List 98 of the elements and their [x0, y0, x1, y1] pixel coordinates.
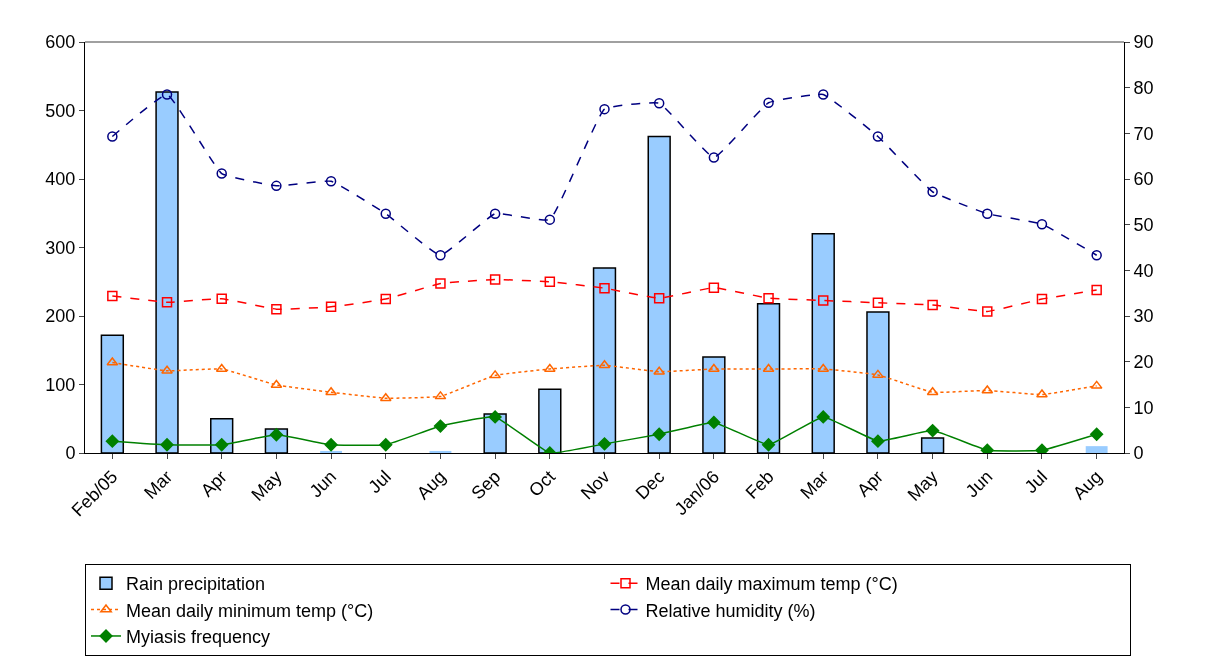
point [653, 97, 665, 109]
point [597, 437, 612, 451]
bar [320, 450, 343, 453]
point [982, 306, 993, 317]
point [872, 297, 884, 309]
point [599, 282, 610, 294]
point [1036, 293, 1048, 305]
legend-label: Rain precipitation [126, 574, 266, 595]
x-tick-label: Oct [525, 466, 560, 501]
point [271, 180, 282, 192]
point [763, 292, 774, 304]
point [107, 290, 118, 302]
point [433, 419, 448, 433]
point [1036, 218, 1048, 230]
y2-tick-label: 40 [1133, 260, 1154, 281]
y2-tick-label: 0 [1133, 443, 1144, 464]
x-tick-label: Jun [305, 466, 341, 502]
y2-tick-label: 70 [1133, 123, 1154, 144]
y-tick-label: 400 [45, 169, 76, 190]
x-tick-label: Mar [140, 466, 177, 503]
point [380, 293, 392, 305]
x-tick-label: Mar [796, 466, 833, 503]
x-tick-label: Aug [412, 466, 450, 504]
point [161, 89, 173, 100]
x-tick-label: Jun [961, 466, 997, 502]
y-tick-label: 100 [45, 374, 76, 395]
point [544, 276, 556, 287]
y-tick-label: 200 [45, 306, 76, 327]
x-tick-label: Dec [631, 466, 669, 504]
point [380, 208, 392, 219]
point [216, 293, 227, 304]
point [489, 274, 501, 285]
y2-tick-label: 10 [1133, 397, 1154, 418]
point [1091, 284, 1102, 296]
point [107, 131, 118, 142]
x-tick-label: Jul [1020, 466, 1052, 498]
point [652, 427, 666, 441]
point [708, 282, 720, 293]
point [325, 301, 337, 313]
x-tick-label: Jul [364, 466, 395, 498]
point [379, 438, 393, 452]
point [1036, 389, 1048, 398]
point [105, 434, 119, 448]
point [544, 214, 556, 225]
legend-label: Relative humidity (%) [645, 600, 816, 621]
bar [1085, 446, 1108, 453]
point [653, 292, 665, 304]
y2-tick-label: 20 [1133, 351, 1154, 372]
point [324, 438, 338, 452]
x-tick-label: Apr [853, 466, 888, 501]
point [216, 168, 227, 179]
point [435, 278, 446, 289]
x-tick-label: Apr [196, 466, 231, 501]
point [599, 103, 610, 115]
point [872, 131, 884, 142]
point [215, 438, 229, 452]
point [488, 410, 502, 424]
point [708, 152, 720, 163]
bar [429, 450, 452, 453]
y-tick-label: 500 [45, 100, 76, 121]
point [489, 208, 501, 219]
x-tick-label: Feb [741, 466, 778, 503]
point [817, 295, 829, 306]
point [816, 410, 830, 424]
point [707, 415, 721, 429]
point [927, 186, 938, 198]
legend-label: Mean daily minimum temp (°C) [126, 600, 374, 621]
y-tick-label: 600 [45, 32, 76, 53]
point [271, 303, 282, 315]
point [927, 299, 938, 311]
point [982, 208, 993, 219]
legend-label: Myiasis frequency [126, 626, 271, 647]
point [160, 438, 174, 452]
y2-tick-label: 30 [1133, 306, 1154, 327]
point [926, 424, 940, 438]
y2-tick-label: 90 [1133, 32, 1154, 53]
x-tick-label: Aug [1069, 466, 1106, 504]
point [161, 365, 173, 374]
point [763, 97, 774, 108]
y-tick-label: 0 [65, 443, 76, 464]
y2-tick-label: 80 [1133, 77, 1154, 98]
y-tick-label: 300 [45, 237, 76, 258]
point [161, 297, 173, 308]
point [1091, 250, 1102, 261]
point [871, 434, 885, 448]
point [379, 392, 392, 402]
y2-tick-label: 60 [1133, 169, 1154, 190]
y2-tick-label: 50 [1133, 214, 1154, 235]
x-tick-label: Sep [467, 466, 505, 504]
x-tick-label: May [903, 466, 942, 505]
x-tick-label: May [247, 466, 286, 505]
point [1090, 427, 1104, 441]
point [435, 250, 446, 261]
legend-label: Mean daily maximum temp (°C) [645, 574, 898, 595]
point [761, 438, 776, 452]
x-tick-label: Nov [576, 466, 614, 504]
point [817, 89, 829, 100]
point [325, 176, 337, 187]
